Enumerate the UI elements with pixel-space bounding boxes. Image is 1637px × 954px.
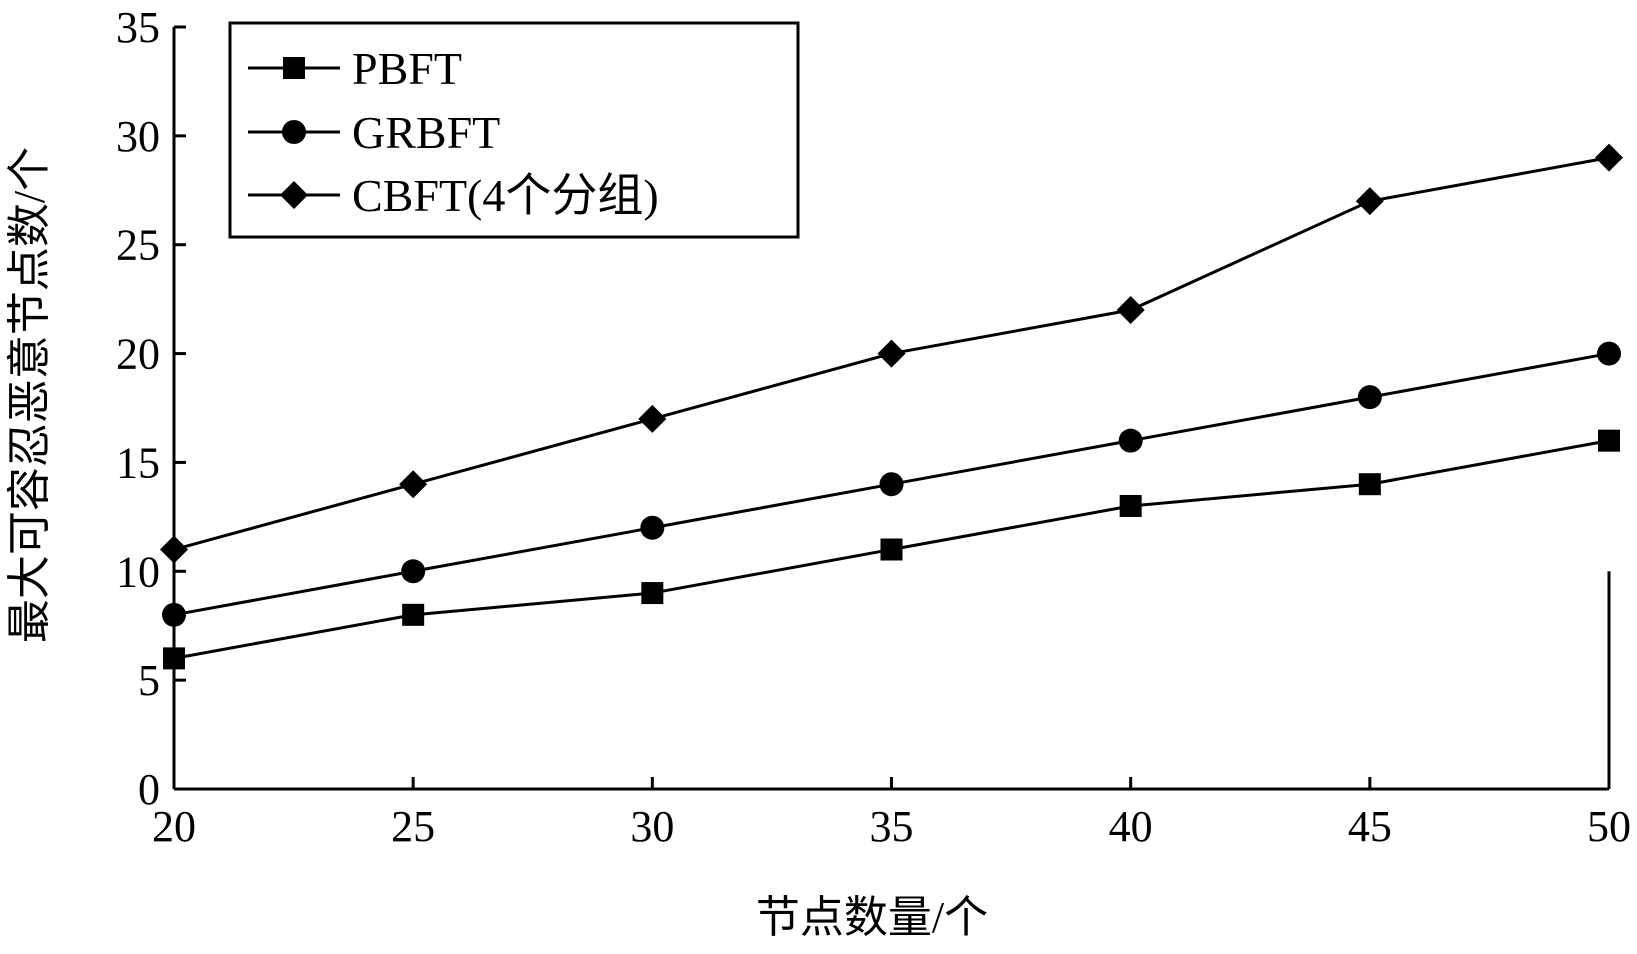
data-point bbox=[1598, 429, 1620, 452]
series-diamond bbox=[160, 143, 1623, 564]
legend-label: PBFT bbox=[352, 43, 462, 94]
legend-entry: GRBFT bbox=[248, 107, 500, 158]
data-point bbox=[877, 339, 906, 368]
series-circle bbox=[162, 341, 1621, 627]
data-point bbox=[1358, 473, 1381, 496]
legend: PBFT GRBFT CBFT(4个分组) bbox=[228, 21, 800, 239]
data-point bbox=[1118, 428, 1143, 453]
legend-marker bbox=[283, 57, 305, 79]
series-square bbox=[163, 429, 1620, 670]
data-point bbox=[1355, 187, 1384, 216]
x-tick-label: 45 bbox=[1348, 802, 1392, 851]
data-point bbox=[160, 535, 188, 564]
data-point bbox=[638, 404, 667, 433]
data-point bbox=[401, 559, 426, 584]
y-tick-label: 25 bbox=[116, 221, 160, 270]
y-tick-label: 20 bbox=[116, 330, 160, 379]
data-point bbox=[402, 603, 425, 626]
legend-marker bbox=[280, 181, 308, 209]
x-tick-label: 25 bbox=[391, 802, 435, 851]
x-tick-label: 35 bbox=[870, 802, 914, 851]
data-point bbox=[640, 515, 665, 540]
series-layer bbox=[160, 143, 1623, 670]
legend-marker bbox=[282, 120, 306, 144]
x-tick-label: 20 bbox=[152, 802, 196, 851]
x-tick-label: 30 bbox=[630, 802, 674, 851]
y-tick-label: 30 bbox=[116, 112, 160, 161]
data-point bbox=[879, 472, 904, 497]
x-tick-label: 50 bbox=[1587, 802, 1631, 851]
legend-entry: CBFT(4个分组) bbox=[248, 170, 659, 221]
x-tick-label: 40 bbox=[1109, 802, 1153, 851]
x-axis-label: 节点数量/个 bbox=[756, 893, 988, 942]
y-tick-label: 10 bbox=[116, 547, 160, 596]
data-point bbox=[880, 538, 903, 561]
y-tick-label: 0 bbox=[138, 765, 160, 814]
data-point bbox=[1116, 296, 1145, 325]
data-point bbox=[162, 602, 186, 627]
data-point bbox=[641, 582, 664, 605]
ticks: 0 5 10 15 20 25 30 35 20 25 30 35 40 45 50 bbox=[116, 3, 1631, 851]
legend-entry: PBFT bbox=[248, 43, 462, 94]
data-point bbox=[1357, 385, 1382, 410]
y-tick-label: 5 bbox=[138, 656, 160, 705]
y-tick-label: 15 bbox=[116, 438, 160, 487]
y-axis-label: 最大可容忍恶意节点数/个 bbox=[5, 147, 54, 643]
data-point bbox=[1119, 494, 1142, 517]
data-point bbox=[1597, 341, 1621, 366]
data-point bbox=[1595, 143, 1623, 172]
legend-box bbox=[228, 21, 800, 239]
legend-label: GRBFT bbox=[352, 107, 500, 158]
legend-label: CBFT(4个分组) bbox=[352, 170, 659, 221]
data-point bbox=[163, 647, 185, 670]
data-point bbox=[399, 470, 428, 499]
y-tick-label: 35 bbox=[116, 3, 160, 52]
